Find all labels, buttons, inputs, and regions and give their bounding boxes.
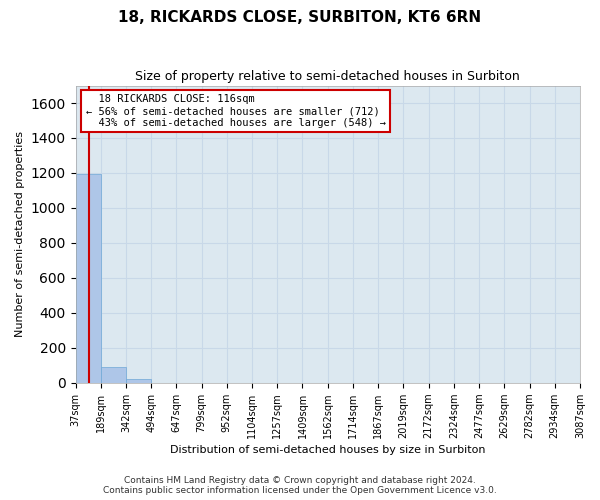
Title: Size of property relative to semi-detached houses in Surbiton: Size of property relative to semi-detach… [136, 70, 520, 83]
Text: 18 RICKARDS CLOSE: 116sqm
← 56% of semi-detached houses are smaller (712)
  43% : 18 RICKARDS CLOSE: 116sqm ← 56% of semi-… [86, 94, 386, 128]
Y-axis label: Number of semi-detached properties: Number of semi-detached properties [15, 131, 25, 337]
Text: 18, RICKARDS CLOSE, SURBITON, KT6 6RN: 18, RICKARDS CLOSE, SURBITON, KT6 6RN [118, 10, 482, 25]
Bar [101, 367, 126, 382]
Text: Contains HM Land Registry data © Crown copyright and database right 2024.
Contai: Contains HM Land Registry data © Crown c… [103, 476, 497, 495]
Bar [126, 379, 151, 382]
Bar [76, 174, 101, 382]
X-axis label: Distribution of semi-detached houses by size in Surbiton: Distribution of semi-detached houses by … [170, 445, 485, 455]
